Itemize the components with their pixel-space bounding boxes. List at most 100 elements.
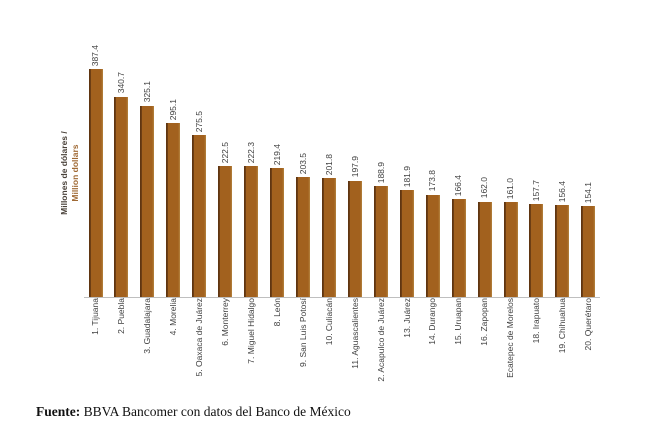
category-label: Ecatepec de Morelos: [505, 298, 516, 378]
source-label: Fuente:: [36, 404, 81, 419]
category-cell: 4. Morelia: [166, 298, 181, 396]
bar: [114, 96, 129, 297]
category-cell: 20. Querétaro: [581, 298, 596, 396]
category-label: 5. Oaxaca de Juárez: [194, 298, 204, 377]
category-label: 13. Juárez: [401, 298, 412, 338]
category-label: 4. Morelia: [168, 298, 179, 336]
bar: [555, 205, 570, 297]
bar-value-label: 188.9: [375, 161, 386, 183]
bar-value-label: 219.4: [271, 143, 282, 165]
bar-column: 197.9: [347, 156, 362, 297]
y-axis-title: Millones de dólares / Million dollars: [59, 88, 81, 258]
source-text: BBVA Bancomer con datos del Banco de Méx…: [83, 404, 351, 419]
bar-column: 188.9: [373, 162, 388, 297]
bar: [451, 199, 466, 297]
category-label: 11. Aguascalientes: [349, 298, 360, 369]
category-label: 18. Irapuato: [531, 298, 542, 344]
bar-column: 173.8: [425, 170, 440, 297]
bar-column: 166.4: [451, 175, 466, 297]
bar: [581, 206, 596, 297]
category-label: 19. Chihuahua: [557, 298, 568, 354]
bar-column: 295.1: [166, 99, 181, 297]
bar-column: 156.4: [555, 181, 570, 297]
bar-value-label: 203.5: [297, 152, 308, 175]
category-cell: 11. Aguascalientes: [347, 298, 362, 396]
category-cell: 2. Acapulco de Juárez: [373, 298, 388, 396]
category-label: 1. Tijuana: [90, 298, 101, 335]
bar-column: 325.1: [140, 81, 155, 297]
bar-value-label: 222.3: [245, 141, 256, 164]
category-label: 14. Durango: [427, 298, 438, 345]
bar-column: 222.3: [244, 142, 259, 297]
category-cell: 16. Zapopan: [477, 298, 492, 396]
bar-column: 222.5: [218, 142, 233, 297]
category-label: 3. Guadalajara: [142, 298, 153, 354]
category-cell: 1. Tijuana: [88, 298, 103, 396]
bar-value-label: 157.7: [531, 179, 542, 202]
y-axis-title-spanish: Millones de dólares /: [58, 131, 69, 215]
bar: [88, 69, 103, 297]
category-cell: 2. Puebla: [114, 298, 129, 396]
bar-value-label: 325.1: [142, 81, 153, 103]
category-cell: 5. Oaxaca de Juárez: [192, 298, 207, 396]
category-cell: 3. Guadalajara: [140, 298, 155, 396]
bar: [477, 201, 492, 297]
bar-value-label: 197.9: [349, 156, 360, 178]
category-cell: 6. Monterrey: [218, 298, 233, 396]
bar-value-label: 154.1: [583, 182, 594, 204]
category-cell: 9. San Luis Potosí: [296, 298, 311, 396]
bar-value-label: 166.4: [453, 174, 464, 197]
category-cell: 19. Chihuahua: [555, 298, 570, 396]
x-axis-line: [84, 297, 600, 298]
category-label: 6. Monterrey: [219, 298, 230, 346]
category-cell: Ecatepec de Morelos: [503, 298, 518, 396]
bar-value-label: 181.9: [401, 165, 412, 187]
bar-value-label: 387.4: [90, 44, 101, 66]
bar-column: 157.7: [529, 180, 544, 297]
bar-column: 387.4: [88, 45, 103, 297]
category-label: 16. Zapopan: [479, 298, 490, 346]
category-label: 15. Uruapan: [453, 298, 464, 345]
bar-value-label: 201.8: [323, 153, 334, 176]
bars-row: 387.4 340.7 325.1 295.1 275.5 222.5 222.3 219.4…: [84, 33, 600, 297]
bar-value-label: 173.8: [427, 170, 438, 192]
bar-column: 340.7: [114, 72, 129, 297]
category-labels-row: 1. Tijuana 2. Puebla 3. Guadalajara 4. More…: [84, 298, 600, 396]
category-cell: 10. Culiacán: [321, 298, 336, 396]
category-cell: 14. Durango: [425, 298, 440, 396]
bar: [270, 167, 285, 297]
bar-value-label: 295.1: [168, 99, 179, 121]
bar-value-label: 340.7: [116, 72, 127, 94]
bar: [503, 202, 518, 297]
category-label: 10. Culiacán: [323, 298, 334, 346]
bar-column: 162.0: [477, 177, 492, 297]
source-note: Fuente: BBVA Bancomer con datos del Banc…: [36, 404, 351, 420]
category-cell: 13. Juárez: [399, 298, 414, 396]
y-axis-title-english: Million dollars: [70, 144, 80, 202]
category-cell: 7. Miguel Hidalgo: [244, 298, 259, 396]
bar-column: 201.8: [321, 154, 336, 297]
bar-column: 203.5: [296, 153, 311, 297]
bar: [166, 123, 181, 297]
bar: [373, 185, 388, 297]
bar: [425, 194, 440, 297]
bar: [218, 166, 233, 297]
bar-column: 219.4: [270, 144, 285, 297]
bar: [529, 204, 544, 297]
bar-value-label: 222.5: [219, 141, 230, 164]
bar: [321, 178, 336, 297]
category-cell: 8. León: [270, 298, 285, 396]
bar-value-label: 275.5: [194, 110, 204, 132]
bar: [296, 177, 310, 297]
bar-column: 181.9: [399, 166, 414, 297]
category-label: 8. León: [271, 298, 282, 327]
bar-value-label: 162.0: [479, 177, 490, 199]
category-label: 7. Miguel Hidalgo: [245, 298, 256, 364]
category-label: 2. Acapulco de Juárez: [375, 298, 386, 382]
bar-column: 275.5: [192, 111, 207, 297]
category-cell: 15. Uruapan: [451, 298, 466, 396]
bar: [140, 105, 155, 297]
bar-column: 161.0: [503, 178, 518, 297]
bar: [399, 189, 414, 297]
